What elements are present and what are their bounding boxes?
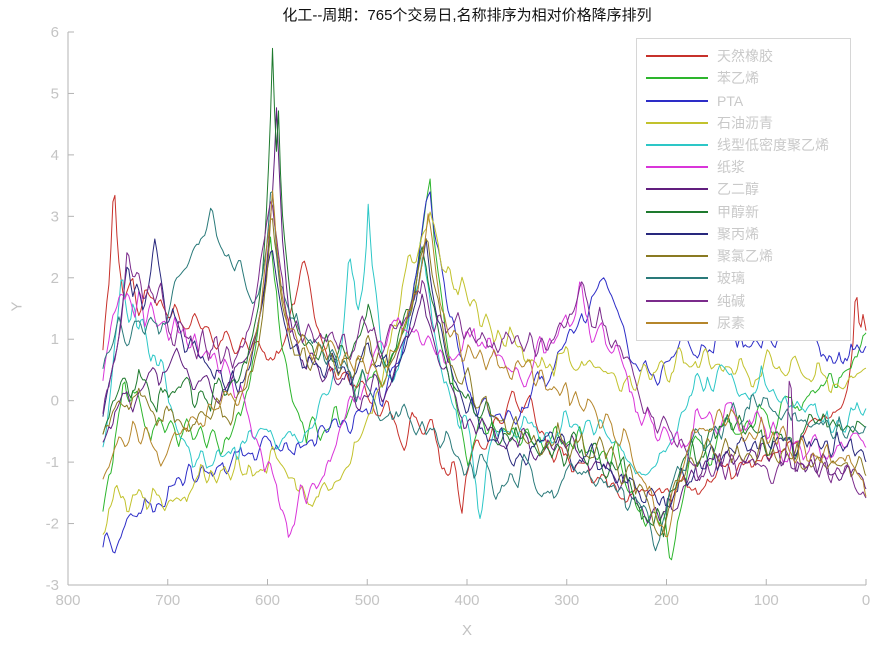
x-tick-label: 400 <box>454 592 479 609</box>
legend-line-swatch <box>646 143 708 146</box>
y-tick-label: 4 <box>51 147 59 164</box>
series-line <box>102 191 867 552</box>
legend-label: 天然橡胶 <box>717 48 773 65</box>
series-line <box>102 190 867 538</box>
x-tick-label: 700 <box>155 592 180 609</box>
legend-entry: 聚丙烯 <box>637 226 850 242</box>
legend-line-swatch <box>646 99 708 102</box>
legend-label: 聚氯乙烯 <box>717 248 773 265</box>
legend-line-swatch <box>646 299 708 302</box>
legend-entry: 纸浆 <box>637 159 850 175</box>
x-axis-label: X <box>461 622 472 639</box>
x-tick-label: 300 <box>554 592 579 609</box>
legend-line-swatch <box>646 188 708 191</box>
x-tick-label: 100 <box>754 592 779 609</box>
legend-label: 线型低密度聚乙烯 <box>717 136 829 153</box>
series-line <box>102 47 867 538</box>
x-tick-label: 500 <box>355 592 380 609</box>
series-line <box>102 178 867 561</box>
legend-label: 玻璃 <box>717 270 745 287</box>
series-line <box>102 211 867 535</box>
legend-line-swatch <box>646 277 708 280</box>
legend-entry: 聚氯乙烯 <box>637 248 850 264</box>
legend-entry: PTA <box>637 93 850 109</box>
legend-line-swatch <box>646 321 708 324</box>
y-tick-label: 5 <box>51 85 59 102</box>
y-tick-label: 3 <box>51 208 59 225</box>
legend-label: 尿素 <box>717 314 745 331</box>
legend-label: 纸浆 <box>717 159 745 176</box>
legend-label: 石油沥青 <box>717 114 773 131</box>
legend-label: 甲醇新 <box>717 203 759 220</box>
series-line <box>102 218 867 537</box>
legend-label: 乙二醇 <box>717 181 759 198</box>
y-tick-label: 6 <box>51 24 59 41</box>
legend-entry: 纯碱 <box>637 293 850 309</box>
legend-entry: 尿素 <box>637 315 850 331</box>
series-line <box>102 238 867 508</box>
series-line <box>102 194 867 514</box>
legend-line-swatch <box>646 121 708 124</box>
legend-label: PTA <box>717 92 744 109</box>
y-tick-label: -1 <box>46 454 59 471</box>
legend-entry: 甲醇新 <box>637 204 850 220</box>
legend-entry: 线型低密度聚乙烯 <box>637 137 850 153</box>
y-tick-label: -2 <box>46 516 59 533</box>
series-line <box>102 203 867 519</box>
y-tick-label: 0 <box>51 393 59 410</box>
legend-entry: 玻璃 <box>637 270 850 286</box>
series-line <box>102 281 867 538</box>
legend-line-swatch <box>646 255 708 258</box>
legend-entry: 乙二醇 <box>637 181 850 197</box>
legend-line-swatch <box>646 77 708 80</box>
legend-line-swatch <box>646 232 708 235</box>
y-axis-label: Y <box>8 301 26 312</box>
legend-line-swatch <box>646 210 708 213</box>
legend-entry: 苯乙烯 <box>637 70 850 86</box>
legend: 天然橡胶苯乙烯 PTA 石油沥青线型低密度聚乙烯 纸浆乙二醇甲醇新聚丙烯聚氯乙烯玻璃纯… <box>636 38 851 341</box>
legend-label: 纯碱 <box>717 292 745 309</box>
chart-title: 化工--周期：765个交易日,名称排序为相对价格降序排列 <box>282 7 652 24</box>
legend-label: 苯乙烯 <box>717 70 759 87</box>
y-tick-label: -3 <box>46 577 59 594</box>
x-tick-label: 200 <box>654 592 679 609</box>
x-tick-label: 800 <box>55 592 80 609</box>
y-tick-label: 2 <box>51 270 59 287</box>
legend-entry: 天然橡胶 <box>637 48 850 64</box>
x-tick-label: 0 <box>862 592 870 609</box>
legend-line-swatch <box>646 55 708 58</box>
legend-label: 聚丙烯 <box>717 225 759 242</box>
legend-entry: 石油沥青 <box>637 115 850 131</box>
legend-line-swatch <box>646 166 708 169</box>
x-tick-label: 600 <box>255 592 280 609</box>
series-line <box>102 201 867 499</box>
y-tick-label: 1 <box>51 331 59 348</box>
